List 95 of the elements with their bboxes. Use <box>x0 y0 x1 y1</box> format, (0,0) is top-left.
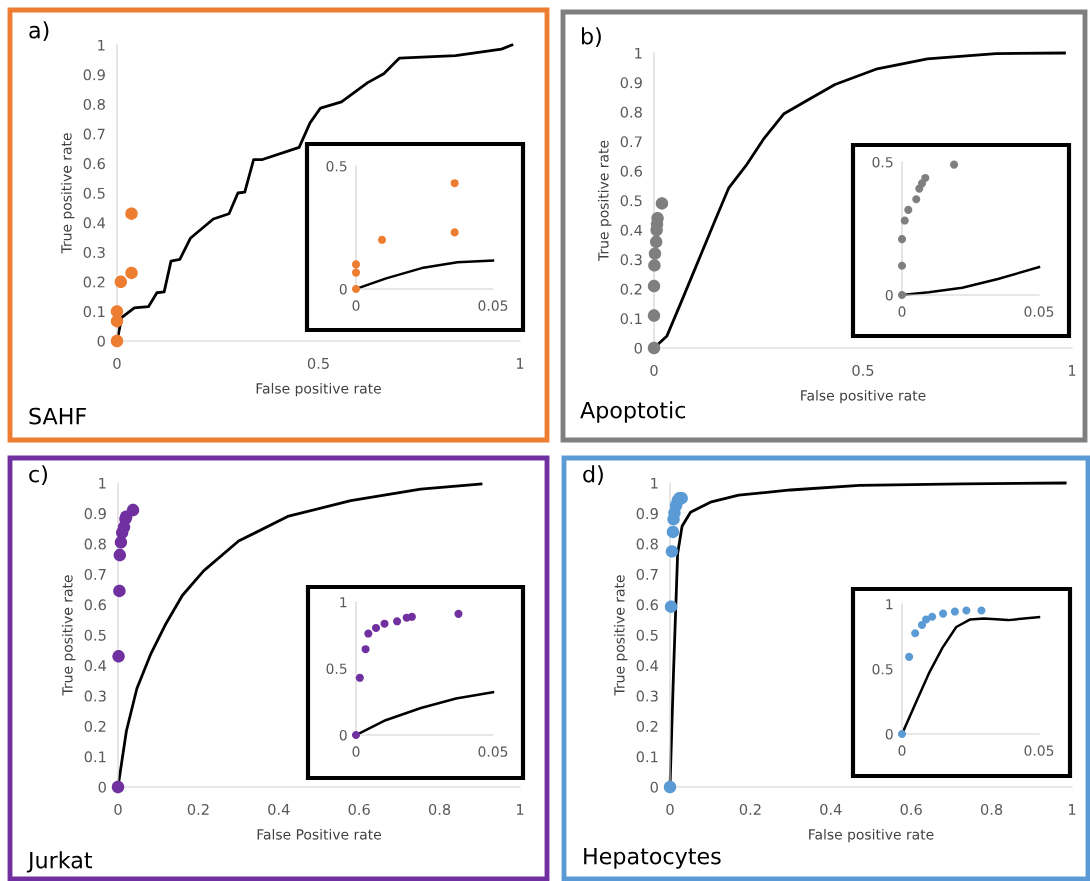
chart-title: b) <box>582 27 601 48</box>
y-tick-label: 0 <box>650 781 658 793</box>
x-tick-label: 0.8 <box>428 803 451 815</box>
y-tick-label: 0.7 <box>83 128 105 140</box>
y-tick-label: 1 <box>99 477 106 489</box>
x-tick-label: 0.4 <box>820 803 842 815</box>
y-tick-label: 0.2 <box>83 276 105 288</box>
x-tick-label: 0 <box>352 746 360 757</box>
x-tick-label: 0.05 <box>478 746 508 757</box>
y-tick-label: 0.3 <box>84 690 106 702</box>
text: SAHF <box>29 407 86 425</box>
x-tick-label: 0.05 <box>478 300 508 311</box>
x-tick-label: 0 <box>114 803 122 815</box>
text: Apoptotic <box>580 401 686 423</box>
x-axis-title: False positive rate <box>809 828 934 843</box>
x-axis-title: False positive rate <box>256 382 381 397</box>
y-tick-label: 0.9 <box>620 77 642 89</box>
text: Hepatocytes <box>584 847 721 869</box>
x-tick-label: 0.2 <box>739 803 761 815</box>
chart-title: c) <box>29 465 47 486</box>
y-tick-label: 0.8 <box>84 538 106 550</box>
y-axis-title: True positive rate <box>613 575 628 696</box>
y-tick-label: 0.3 <box>83 246 105 258</box>
y-tick-label: 0.6 <box>636 599 658 611</box>
x-tick-label: 0.5 <box>307 357 329 369</box>
chart-title: a) <box>29 21 49 42</box>
y-tick-label: 0.8 <box>83 98 105 110</box>
y-tick-label: 0.1 <box>84 751 106 763</box>
x-tick-label: 0.2 <box>187 803 209 815</box>
y-tick-label: 0.6 <box>620 165 642 177</box>
y-tick-label: 0.4 <box>636 660 659 672</box>
y-tick-label: 0.9 <box>636 508 658 520</box>
y-tick-label: 0.6 <box>83 158 105 170</box>
y-tick-label: 1 <box>651 477 658 489</box>
y-tick-label: 0 <box>339 283 347 295</box>
x-tick-label: 0 <box>113 357 121 369</box>
y-axis-title: True positive rate <box>60 133 75 254</box>
y-tick-label: 1 <box>886 599 893 610</box>
y-tick-label: 0.2 <box>636 720 658 732</box>
x-tick-label: 1 <box>516 358 524 369</box>
y-tick-label: 0.7 <box>636 568 658 580</box>
x-tick-label: 0.4 <box>268 803 290 815</box>
x-tick-label: 1 <box>1068 804 1076 815</box>
y-tick-label: 0.4 <box>620 224 643 236</box>
y-axis-title: True positive rate <box>61 575 76 696</box>
y-tick-label: 0.8 <box>636 538 658 550</box>
y-tick-label: 0 <box>634 342 642 354</box>
y-tick-label: 0 <box>885 289 893 301</box>
y-tick-label: 0.1 <box>83 306 105 318</box>
chart-title: d) <box>583 465 603 486</box>
y-tick-label: 0.3 <box>636 690 658 702</box>
y-tick-label: 0.3 <box>620 254 642 266</box>
x-tick-label: 0.8 <box>980 803 1003 815</box>
y-tick-label: 0.5 <box>872 156 893 168</box>
x-tick-label: 0 <box>352 300 360 311</box>
y-tick-label: 0.9 <box>84 508 106 520</box>
y-tick-label: 0 <box>97 335 105 347</box>
x-tick-label: 0 <box>666 803 674 815</box>
x-tick-label: 0.6 <box>900 803 922 815</box>
x-tick-label: 1 <box>516 804 524 815</box>
y-tick-label: 0 <box>885 728 893 740</box>
y-tick-label: 0.8 <box>620 106 642 118</box>
x-axis-title: False positive rate <box>801 389 926 404</box>
y-tick-label: 0.4 <box>84 660 107 672</box>
y-tick-label: 0.4 <box>83 217 106 229</box>
y-tick-label: 0.5 <box>620 195 642 207</box>
y-tick-label: 0.5 <box>872 663 893 675</box>
x-tick-label: 0.05 <box>1024 745 1054 756</box>
y-tick-label: 0.1 <box>636 751 658 763</box>
x-axis-title: False Positive rate <box>257 828 381 840</box>
text: Jurkat <box>26 851 93 873</box>
x-tick-label: 0 <box>898 745 906 756</box>
y-tick-label: 1 <box>340 597 347 608</box>
y-tick-label: 1 <box>98 39 105 51</box>
x-tick-label: 0 <box>898 306 906 317</box>
x-tick-label: 1 <box>1068 365 1076 376</box>
y-tick-label: 0.7 <box>84 568 106 580</box>
y-tick-label: 0.5 <box>326 663 347 674</box>
y-tick-label: 0.5 <box>326 160 347 172</box>
y-axis-title: True positive rate <box>597 140 612 262</box>
x-tick-label: 0.6 <box>348 803 370 815</box>
y-tick-label: 0.2 <box>620 283 642 295</box>
y-tick-label: 0.1 <box>620 313 642 325</box>
y-tick-label: 0.2 <box>84 720 106 732</box>
y-tick-label: 0.7 <box>620 136 642 148</box>
y-tick-label: 0.5 <box>83 187 105 199</box>
y-tick-label: 0 <box>98 781 106 793</box>
y-tick-label: 0.9 <box>83 69 105 81</box>
x-tick-label: 0.05 <box>1024 306 1054 317</box>
y-tick-label: 0 <box>339 729 347 741</box>
x-tick-label: 0.5 <box>852 364 874 376</box>
y-tick-label: 0.6 <box>84 599 106 611</box>
y-tick-label: 0.5 <box>636 629 658 641</box>
y-tick-label: 1 <box>635 47 642 59</box>
y-tick-label: 0.5 <box>84 629 106 641</box>
